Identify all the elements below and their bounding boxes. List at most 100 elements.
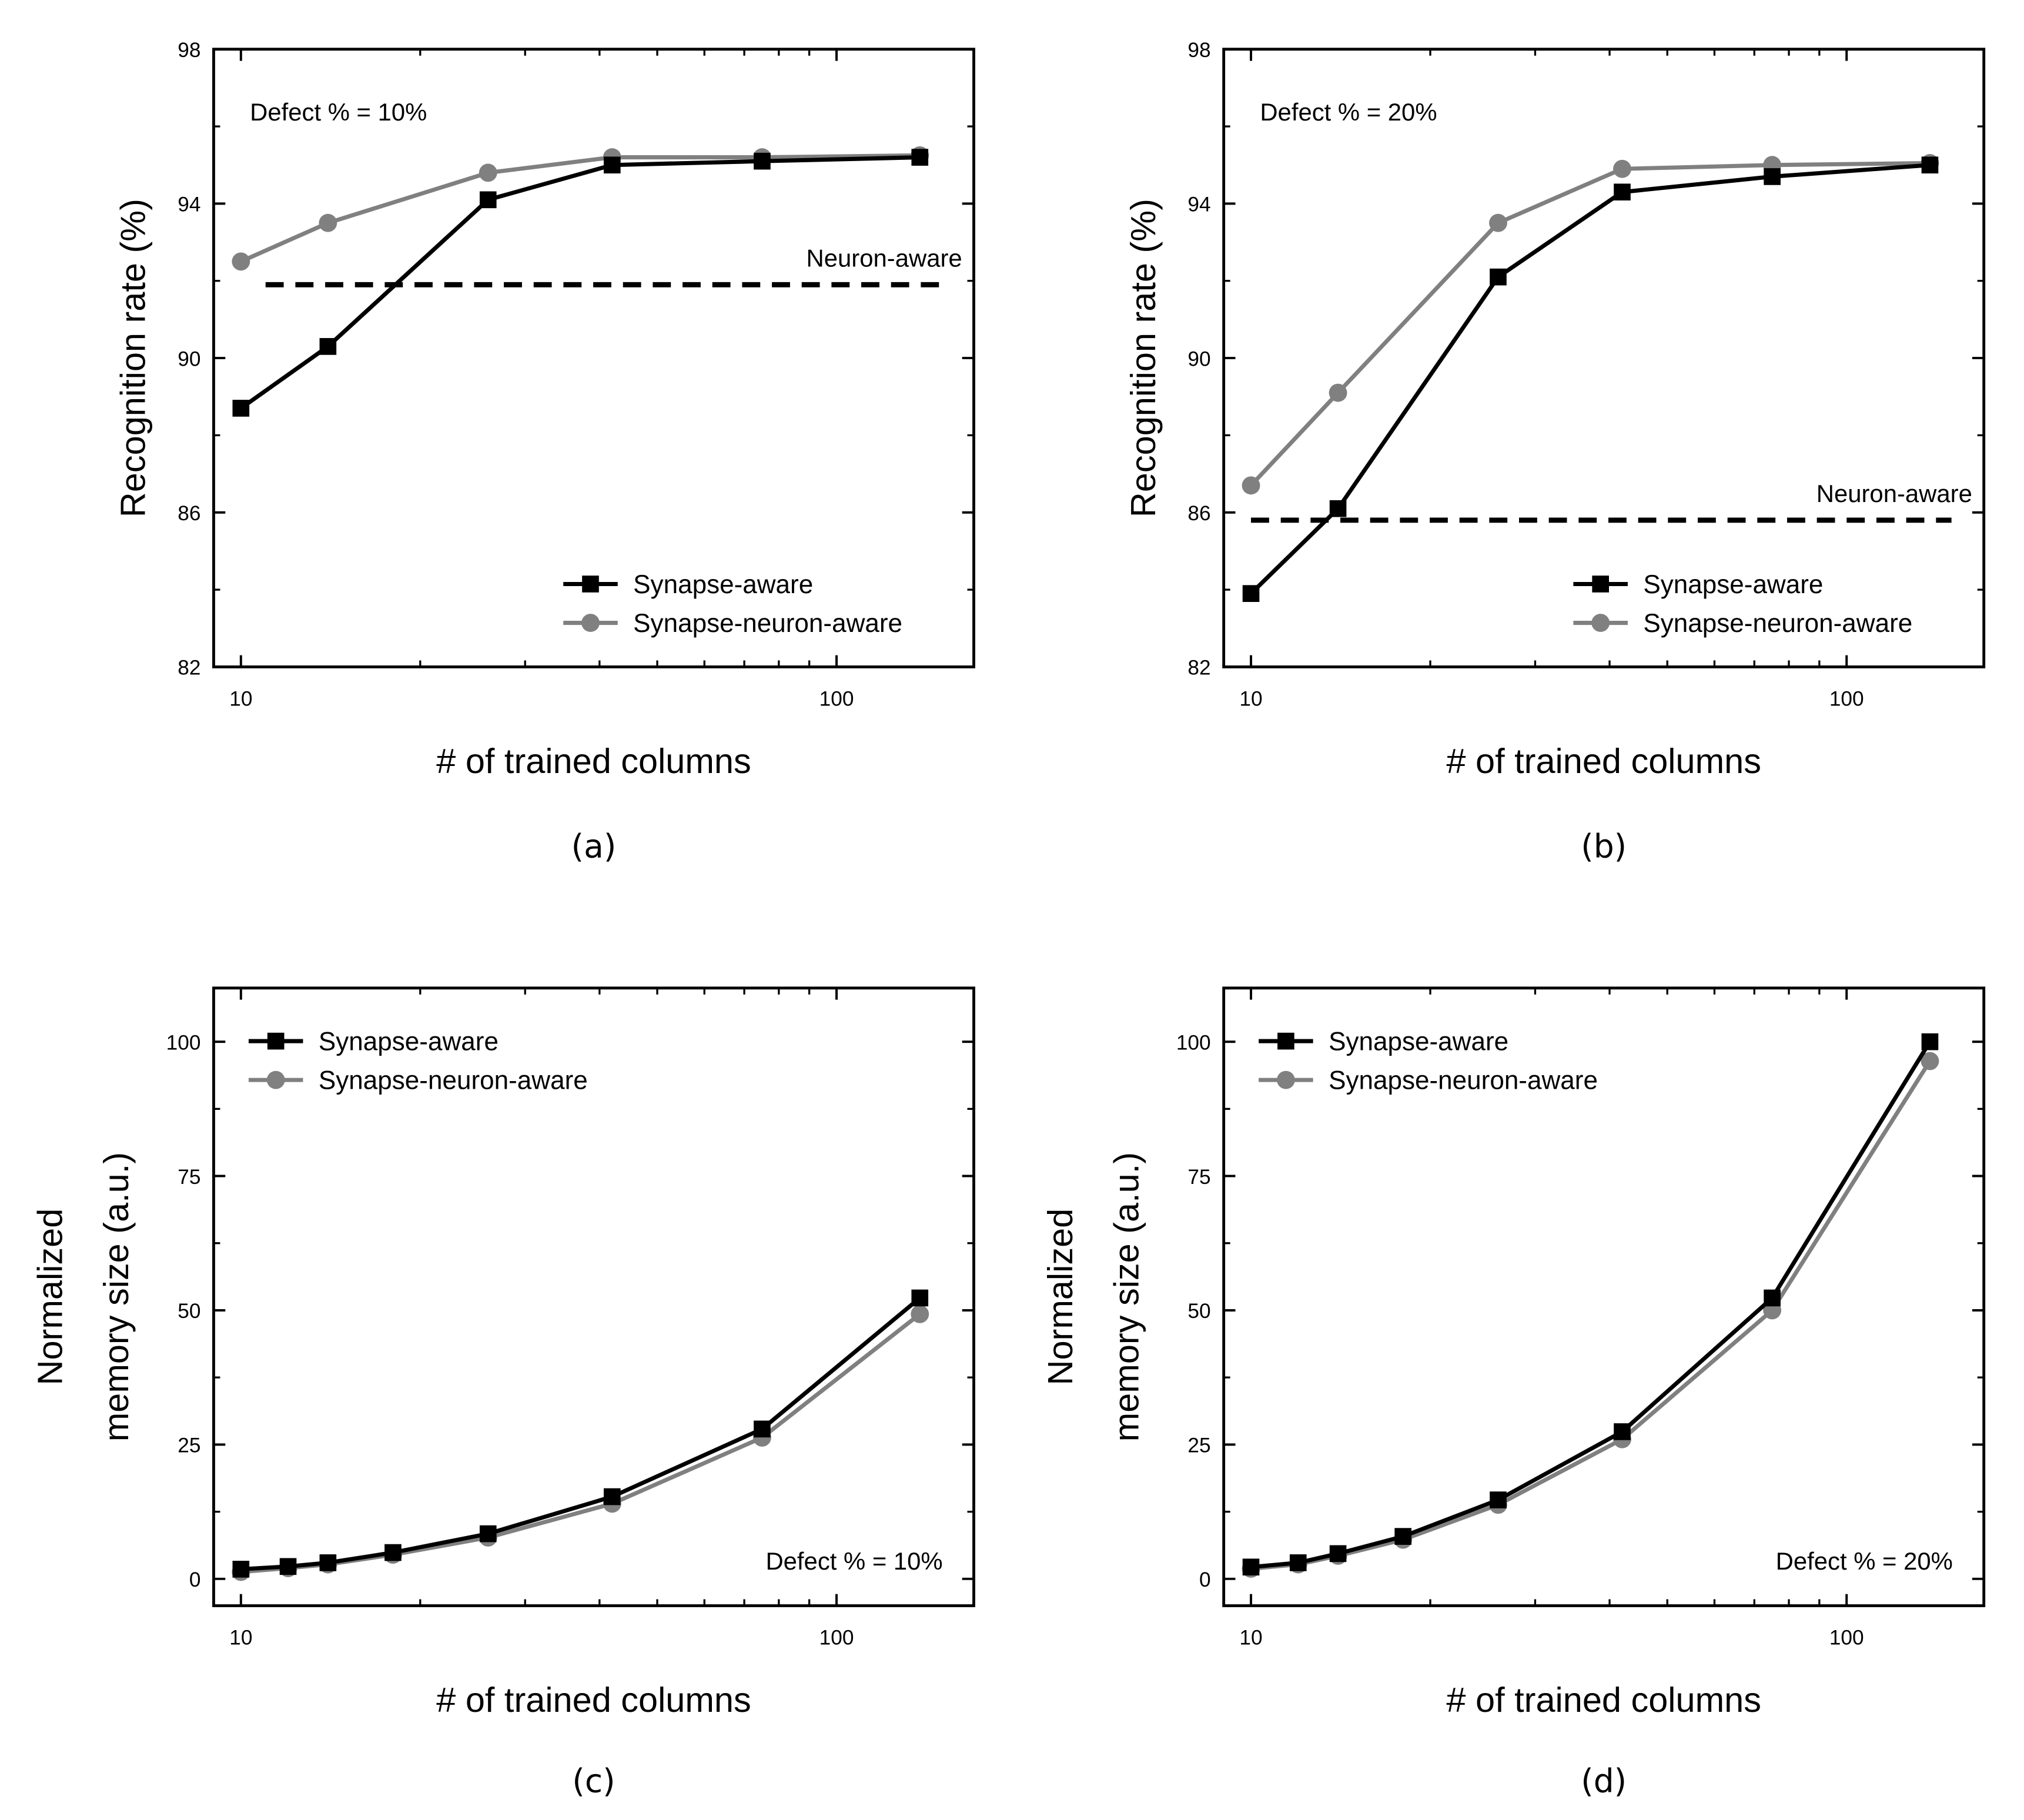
data-point-square	[603, 156, 621, 174]
legend-marker-square	[1592, 576, 1609, 593]
data-point-square	[911, 1289, 929, 1307]
plot-frame	[212, 986, 975, 1607]
data-point-circle	[232, 252, 250, 271]
data-point-square	[1921, 156, 1939, 174]
data-point-square	[232, 1561, 250, 1578]
y-axis-label: Recognition rate (%)	[1123, 199, 1163, 517]
data-point-square	[603, 1488, 621, 1505]
legend-marker-square	[582, 576, 599, 593]
x-tick-label: 10	[1239, 688, 1262, 711]
x-tick-label: 100	[819, 1627, 854, 1650]
data-point-square	[754, 1420, 771, 1438]
series-line-synapse-aware	[239, 155, 920, 410]
legend-label: Synapse-neuron-aware	[1643, 609, 1912, 638]
legend-label: Synapse-aware	[1329, 1027, 1508, 1056]
series-line-synapse-aware	[1249, 163, 1931, 595]
defect-annotation: Defect % = 20%	[1776, 1547, 1953, 1575]
data-point-square	[1329, 500, 1347, 517]
data-point-square	[1242, 1558, 1260, 1576]
data-point-square	[279, 1558, 297, 1575]
data-point-square	[232, 400, 250, 417]
panel-caption: (b)	[1581, 827, 1627, 865]
legend-label: Synapse-neuron-aware	[319, 1066, 588, 1095]
legend-marker-square	[267, 1032, 285, 1050]
series-line-synapse-neuron-aware	[240, 153, 920, 264]
data-point-square	[479, 1525, 497, 1543]
data-point-circle	[911, 1304, 929, 1323]
data-point-square	[1289, 1554, 1307, 1571]
legend-label: Synapse-aware	[1643, 570, 1823, 599]
y-tick-label: 90	[178, 347, 200, 370]
y-tick-label: 0	[189, 1568, 201, 1591]
legend-marker-circle	[1276, 1070, 1295, 1089]
data-point-circle	[1329, 383, 1347, 402]
x-tick-label: 10	[229, 688, 252, 711]
y-tick-label: 100	[166, 1031, 201, 1054]
panel-c: 0 25 50 75 100 10 100 # of trained columns Norma…	[31, 986, 975, 1800]
x-tick-label: 10	[1239, 1627, 1262, 1650]
y-tick-label: 94	[178, 193, 200, 216]
legend-label: Synapse-neuron-aware	[1329, 1066, 1598, 1095]
panel-b: 82 86 90 94 98 10 100 # of trained columns Recog…	[1123, 39, 1986, 865]
y-tick-label: 90	[1187, 347, 1210, 370]
y-tick-label: 98	[178, 39, 200, 62]
data-point-circle	[319, 213, 337, 232]
data-point-square	[1764, 1289, 1781, 1307]
y-tick-label: 50	[1187, 1300, 1210, 1323]
neuron-aware-label: Neuron-aware	[807, 244, 962, 272]
panel-caption: (a)	[571, 827, 617, 865]
data-point-square	[1242, 585, 1260, 602]
data-point-square	[1921, 1033, 1939, 1050]
legend-label: Synapse-neuron-aware	[633, 609, 902, 638]
data-point-square	[319, 338, 337, 355]
y-tick-label: 100	[1176, 1031, 1211, 1054]
data-point-square	[384, 1544, 402, 1561]
data-point-circle	[1489, 213, 1507, 232]
data-point-circle	[1921, 1052, 1939, 1070]
legend-marker-circle	[1591, 614, 1610, 632]
defect-annotation: Defect % = 10%	[250, 98, 427, 126]
y-tick-label: 75	[178, 1166, 200, 1189]
series-line-synapse-neuron-aware	[1249, 160, 1930, 487]
legend-label: Synapse-aware	[319, 1027, 499, 1056]
data-point-square	[479, 191, 497, 209]
x-tick-label: 100	[819, 688, 854, 711]
y-tick-label: 50	[178, 1300, 200, 1323]
y-tick-label: 86	[178, 502, 200, 525]
panel-caption: (c)	[572, 1762, 615, 1800]
neuron-aware-label: Neuron-aware	[1816, 480, 1972, 507]
data-point-square	[319, 1554, 337, 1571]
x-axis-label: # of trained columns	[436, 1680, 751, 1719]
y-tick-label: 82	[1187, 657, 1210, 680]
defect-annotation: Defect % = 20%	[1260, 98, 1437, 126]
y-tick-label: 0	[1199, 1568, 1211, 1591]
data-point-square	[1490, 268, 1507, 286]
panel-d: 0 25 50 75 100 10 100 # of trained columns Norma…	[1041, 986, 1986, 1800]
x-tick-label: 10	[229, 1627, 252, 1650]
data-point-circle	[1613, 159, 1631, 178]
y-tick-label: 94	[1187, 193, 1210, 216]
y-tick-label: 98	[1187, 39, 1210, 62]
data-point-square	[1764, 168, 1781, 185]
data-point-square	[754, 152, 771, 170]
data-point-square	[1614, 183, 1631, 201]
y-axis-label: Recognition rate (%)	[113, 199, 153, 517]
legend-marker-square	[1277, 1032, 1294, 1050]
x-axis-label: # of trained columns	[1446, 1680, 1761, 1719]
data-point-circle	[1242, 476, 1260, 495]
y-tick-label: 86	[1187, 502, 1210, 525]
data-point-square	[1394, 1528, 1411, 1545]
data-point-circle	[479, 163, 497, 182]
defect-annotation: Defect % = 10%	[765, 1547, 942, 1575]
panel-a: 82 86 90 94 98 10 100 # of trained columns Recog…	[113, 39, 975, 865]
y-axis-label-line: memory size (a.u.)	[1106, 1152, 1146, 1441]
x-tick-label: 100	[1829, 688, 1864, 711]
legend-marker-circle	[581, 614, 600, 632]
data-point-square	[1614, 1423, 1631, 1440]
plot-frame	[1222, 986, 1986, 1607]
panel-caption: (d)	[1581, 1762, 1627, 1800]
x-tick-label: 100	[1829, 1627, 1864, 1650]
data-point-square	[911, 149, 929, 166]
y-tick-label: 82	[178, 657, 200, 680]
